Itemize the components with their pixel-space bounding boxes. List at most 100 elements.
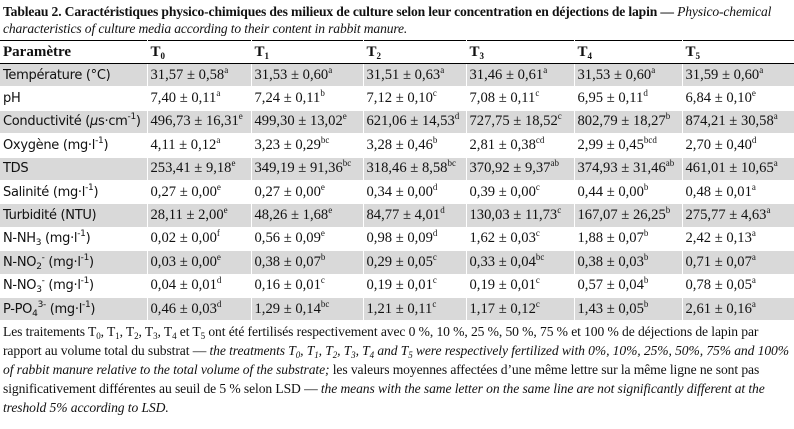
value-cell: 0,29 ± 0,05c	[363, 250, 467, 275]
column-header: T5	[682, 40, 794, 64]
value-cell: 7,12 ± 0,10c	[363, 86, 467, 111]
text-run: e	[751, 88, 756, 99]
text-run: a	[543, 64, 548, 75]
parameter-cell: Turbidité (NTU)	[0, 203, 148, 228]
value-cell: 31,51 ± 0,63a	[363, 63, 467, 88]
text-run: b	[320, 88, 325, 99]
text-run: (mg·l	[44, 278, 81, 294]
column-header: T1	[251, 40, 364, 64]
data-table: Paramètre T0 T1 T2 T3 T4 T5 Température (°C) 31…	[0, 40, 794, 322]
text-run: 0,38 ± 0,07	[254, 253, 321, 270]
text-run: a	[759, 64, 764, 75]
text-run: c	[535, 228, 540, 239]
text-run: 4	[172, 331, 177, 342]
text-run: -1	[80, 252, 90, 263]
text-run: Oxygène (mg·l	[3, 137, 96, 153]
text-run: 318,46 ± 8,58	[366, 160, 448, 177]
column-header: Paramètre	[0, 40, 148, 64]
text-run: 0,78 ± 0,05	[685, 277, 752, 294]
text-run: 7,40 ± 0,11	[150, 90, 217, 107]
text-run: a	[751, 298, 756, 309]
text-run: N-NO	[3, 254, 37, 270]
text-run: 31,46 ± 0,61	[469, 66, 544, 83]
text-run: Tableau 2.	[3, 4, 62, 19]
value-cell: 0,39 ± 0,00c	[466, 180, 575, 205]
table-body: Température (°C) 31,57 ± 0,58a 31,53 ± 0,6…	[0, 63, 794, 322]
text-run: 4	[369, 350, 375, 361]
value-cell: 275,77 ± 4,63a	[682, 203, 794, 228]
text-run: µ	[90, 114, 99, 130]
text-run: d	[440, 205, 445, 216]
text-run: cd	[535, 134, 545, 145]
value-cell: 2,99 ± 0,45bcd	[574, 133, 683, 158]
text-run: 1	[115, 331, 120, 342]
text-run: 3	[35, 238, 42, 249]
text-run: N-NO	[3, 278, 37, 294]
text-run: a	[216, 88, 221, 99]
text-run: , T	[138, 324, 154, 340]
text-run: -1	[82, 299, 91, 310]
value-cell: 461,01 ± 10,65a	[682, 157, 794, 181]
value-cell: 874,21 ± 30,58a	[682, 110, 794, 135]
text-run: 31,53 ± 0,60	[577, 66, 652, 83]
value-cell: 621,06 ± 14,53d	[363, 110, 467, 135]
value-cell: 0,27 ± 0,00e	[147, 180, 252, 205]
text-run: 6,84 ± 0,10	[685, 90, 752, 107]
text-run: 1,21 ± 0,11	[366, 300, 433, 317]
text-run: 7,24 ± 0,11	[254, 90, 321, 107]
header-row: Paramètre T0 T1 T2 T3 T4 T5	[0, 40, 794, 64]
text-run: bc	[447, 158, 456, 169]
text-run: a	[751, 275, 756, 286]
text-run: 28,11 ± 2,00	[150, 207, 224, 224]
text-run: 2,61 ± 0,16	[685, 300, 752, 317]
text-run: d	[643, 88, 648, 99]
text-run: Conductivité (	[3, 114, 91, 130]
value-cell: 31,46 ± 0,61a	[466, 63, 575, 88]
text-run: 3-	[37, 299, 47, 310]
value-cell: 130,03 ± 11,73c	[466, 203, 575, 228]
text-run: 0,71 ± 0,07	[685, 253, 752, 270]
text-run: the treatments T	[209, 343, 296, 359]
value-cell: 802,79 ± 18,27b	[574, 110, 683, 135]
text-run: b	[665, 111, 671, 122]
text-run: , T	[355, 343, 370, 359]
text-run: a	[766, 205, 771, 216]
value-cell: 4,11 ± 0,12a	[147, 133, 252, 158]
text-run: 31,57 ± 0,58	[150, 66, 225, 83]
value-cell: 0,78 ± 0,05a	[682, 274, 794, 298]
table-row: Conductivité (µs·cm-1) 496,73 ± 16,31e 499…	[0, 110, 794, 135]
text-run: 31,51 ± 0,63	[366, 66, 441, 83]
text-run: )	[93, 184, 99, 200]
text-run: 130,03 ± 11,73	[469, 207, 558, 224]
parameter-cell: Salinité (mg·l-1)	[0, 180, 148, 205]
value-cell: 0,48 ± 0,01a	[682, 180, 794, 205]
text-run: -1	[95, 135, 104, 146]
text-run: 7,08 ± 0,11	[469, 90, 536, 107]
value-cell: 374,93 ± 31,46ab	[574, 157, 683, 181]
text-run: , T	[300, 343, 315, 359]
text-run: 874,21 ± 30,58	[685, 113, 774, 130]
text-run: 3,23 ± 0,29	[254, 136, 321, 153]
value-cell: 2,61 ± 0,16a	[682, 297, 794, 322]
parameter-cell: N-NH3 (mg·l-1)	[0, 227, 148, 252]
text-run: Physico-chemical characteristics of cult…	[3, 4, 772, 36]
value-cell: 370,92 ± 9,37ab	[466, 157, 575, 181]
text-run: 1,17 ± 0,12	[469, 300, 536, 317]
text-run: )	[85, 231, 91, 247]
text-run: 48,26 ± 1,68	[254, 207, 329, 224]
text-run: c	[432, 88, 437, 99]
value-cell: 0,27 ± 0,00e	[251, 180, 364, 205]
text-run: e	[231, 158, 236, 169]
text-run: the means with the same letter on the sa…	[3, 381, 765, 416]
text-run: , T	[337, 343, 352, 359]
text-run: b	[320, 251, 326, 262]
text-run: 0,46 ± 0,03	[150, 300, 217, 317]
text-run: 0	[295, 350, 301, 361]
text-run: )	[135, 114, 141, 130]
caption: Tableau 2. Caractéristiques physico-chim…	[0, 0, 794, 40]
text-run: bc	[535, 251, 545, 262]
text-run: 496,73 ± 16,31	[150, 113, 239, 130]
value-cell: 0,38 ± 0,07b	[251, 250, 364, 275]
text-run: 4	[32, 308, 38, 319]
text-run: , T	[318, 343, 333, 359]
